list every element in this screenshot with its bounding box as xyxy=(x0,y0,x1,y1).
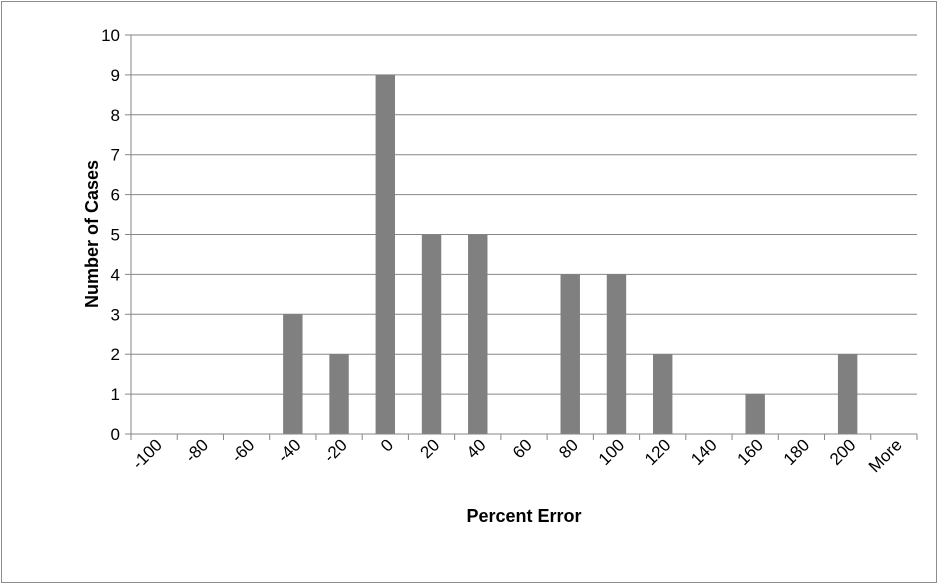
y-tick-label-5: 5 xyxy=(111,226,120,245)
y-tick-label-1: 1 xyxy=(111,385,120,404)
gridlines xyxy=(131,34,917,395)
bar-80 xyxy=(560,274,580,434)
bar-200 xyxy=(837,354,858,434)
y-tick-labels: 0 1 2 3 4 5 6 7 8 9 10 xyxy=(101,26,120,444)
bar--20 xyxy=(329,354,349,434)
x-tick-label-20: 20 xyxy=(417,435,444,462)
x-tick-label-80: 80 xyxy=(555,435,582,462)
x-tick-label--100: -100 xyxy=(128,435,165,472)
x-tick-label-140: 140 xyxy=(687,435,720,468)
bar-120 xyxy=(652,354,673,434)
x-tick-label--80: -80 xyxy=(181,435,212,466)
x-tick-label-More: More xyxy=(865,435,906,476)
y-tick-label-7: 7 xyxy=(111,146,120,165)
x-tick-label--20: -20 xyxy=(320,435,351,466)
bar-20 xyxy=(421,234,442,434)
y-tick-label-4: 4 xyxy=(111,265,120,284)
bar-0 xyxy=(375,74,396,435)
bar-40 xyxy=(468,234,488,434)
axes xyxy=(125,34,918,440)
x-tick-label-160: 160 xyxy=(734,435,767,468)
y-tick-label-8: 8 xyxy=(111,106,120,125)
x-axis-title: Percent Error xyxy=(466,506,581,526)
x-tick-label-200: 200 xyxy=(826,435,859,468)
x-tick-label-40: 40 xyxy=(463,435,490,462)
x-tick-labels: -100 -80 -60 -40 -20 0 20 40 60 80 100 120 140 160 180… xyxy=(128,435,905,476)
y-tick-label-2: 2 xyxy=(111,345,120,364)
bar--40 xyxy=(283,314,303,434)
x-tick-label-180: 180 xyxy=(780,435,813,468)
bar-160 xyxy=(745,394,765,434)
bar-100 xyxy=(606,274,627,434)
y-tick-label-9: 9 xyxy=(111,66,120,85)
x-tick-label--60: -60 xyxy=(228,435,259,466)
y-tick-label-3: 3 xyxy=(111,305,120,324)
bars xyxy=(283,74,858,435)
y-tick-label-6: 6 xyxy=(111,186,120,205)
x-tick-label-100: 100 xyxy=(595,435,628,468)
y-tick-label-0: 0 xyxy=(111,425,120,444)
x-tick-label--40: -40 xyxy=(274,435,305,466)
x-tick-label-120: 120 xyxy=(641,435,674,468)
x-tick-label-60: 60 xyxy=(509,435,536,462)
y-axis-title: Number of Cases xyxy=(82,160,102,308)
x-tick-label-0: 0 xyxy=(377,435,397,455)
y-tick-label-10: 10 xyxy=(101,26,120,45)
